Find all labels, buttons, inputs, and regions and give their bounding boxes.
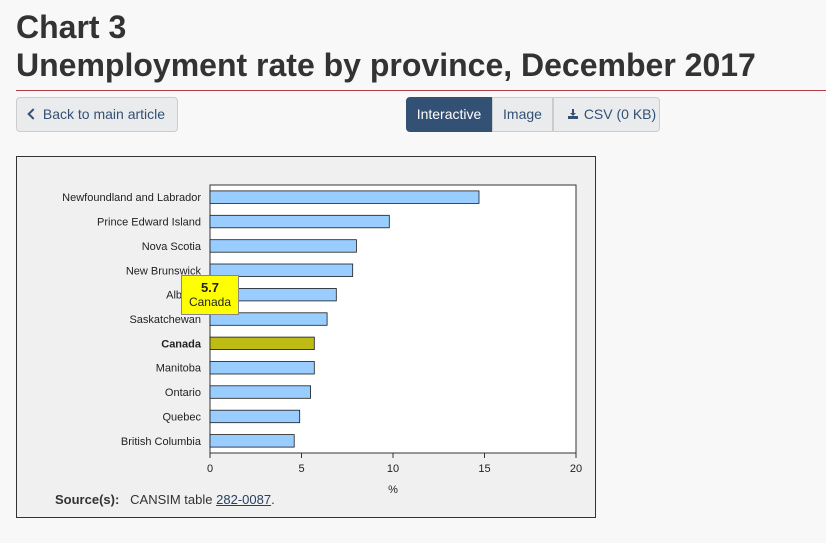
bar-nova-scotia[interactable] bbox=[209, 239, 357, 253]
chart-title: Unemployment rate by province, December … bbox=[16, 47, 756, 83]
back-to-article-button[interactable]: Back to main article bbox=[16, 97, 178, 132]
tab-csv[interactable]: CSV (0 KB) bbox=[553, 97, 660, 132]
tab-image[interactable]: Image bbox=[492, 97, 553, 132]
source-note: Source(s): CANSIM table 282-0087. bbox=[55, 492, 275, 507]
bar-canada[interactable] bbox=[209, 336, 315, 351]
source-link[interactable]: 282-0087 bbox=[216, 492, 272, 507]
x-tick-label: 15 bbox=[478, 463, 490, 475]
tooltip-category: Canada bbox=[188, 295, 232, 309]
category-label: Quebec bbox=[162, 412, 201, 424]
bar-saskatchewan[interactable] bbox=[209, 312, 328, 326]
chevron-left-icon bbox=[27, 108, 39, 120]
category-label: Manitoba bbox=[156, 363, 202, 375]
bar-ontario[interactable] bbox=[209, 385, 311, 399]
category-label: Nova Scotia bbox=[142, 241, 202, 253]
x-tick-label: 0 bbox=[207, 463, 213, 475]
category-label: British Columbia bbox=[121, 436, 202, 448]
bar-british-columbia[interactable] bbox=[209, 434, 295, 448]
download-icon bbox=[567, 109, 578, 119]
category-label: Ontario bbox=[165, 387, 201, 399]
title-divider bbox=[16, 90, 826, 91]
source-suffix: . bbox=[271, 492, 275, 507]
chart-tooltip: 5.7 Canada bbox=[181, 275, 239, 315]
chart-number: Chart 3 bbox=[16, 9, 127, 45]
x-tick-label: 10 bbox=[387, 463, 399, 475]
source-text: CANSIM table bbox=[130, 492, 213, 507]
x-tick-label: 20 bbox=[570, 463, 582, 475]
source-label: Source(s): bbox=[55, 492, 120, 507]
chart-panel: Newfoundland and Labrador Prince Edward I… bbox=[16, 156, 596, 518]
page-title: Chart 3 Unemployment rate by province, D… bbox=[16, 8, 756, 84]
tooltip-value: 5.7 bbox=[200, 280, 220, 295]
category-label: Saskatchewan bbox=[129, 314, 201, 326]
bar-newfoundland-and-labrador[interactable] bbox=[209, 190, 480, 204]
bar-quebec[interactable] bbox=[209, 409, 301, 424]
x-tick-label: 5 bbox=[298, 463, 304, 475]
back-button-label: Back to main article bbox=[42, 106, 166, 122]
category-label: New Brunswick bbox=[126, 265, 202, 277]
category-label: Prince Edward Island bbox=[97, 217, 201, 229]
bar-new-brunswick[interactable] bbox=[209, 263, 354, 277]
tab-interactive[interactable]: Interactive bbox=[406, 97, 492, 132]
csv-label: CSV (0 KB) bbox=[583, 106, 657, 122]
bar-manitoba[interactable] bbox=[209, 361, 315, 375]
bar-prince-edward-island[interactable] bbox=[209, 214, 390, 229]
bar-chart: Newfoundland and Labrador Prince Edward I… bbox=[62, 184, 582, 496]
x-axis-label: % bbox=[388, 484, 398, 496]
category-label: Canada bbox=[161, 338, 202, 350]
category-label: Newfoundland and Labrador bbox=[62, 192, 201, 204]
